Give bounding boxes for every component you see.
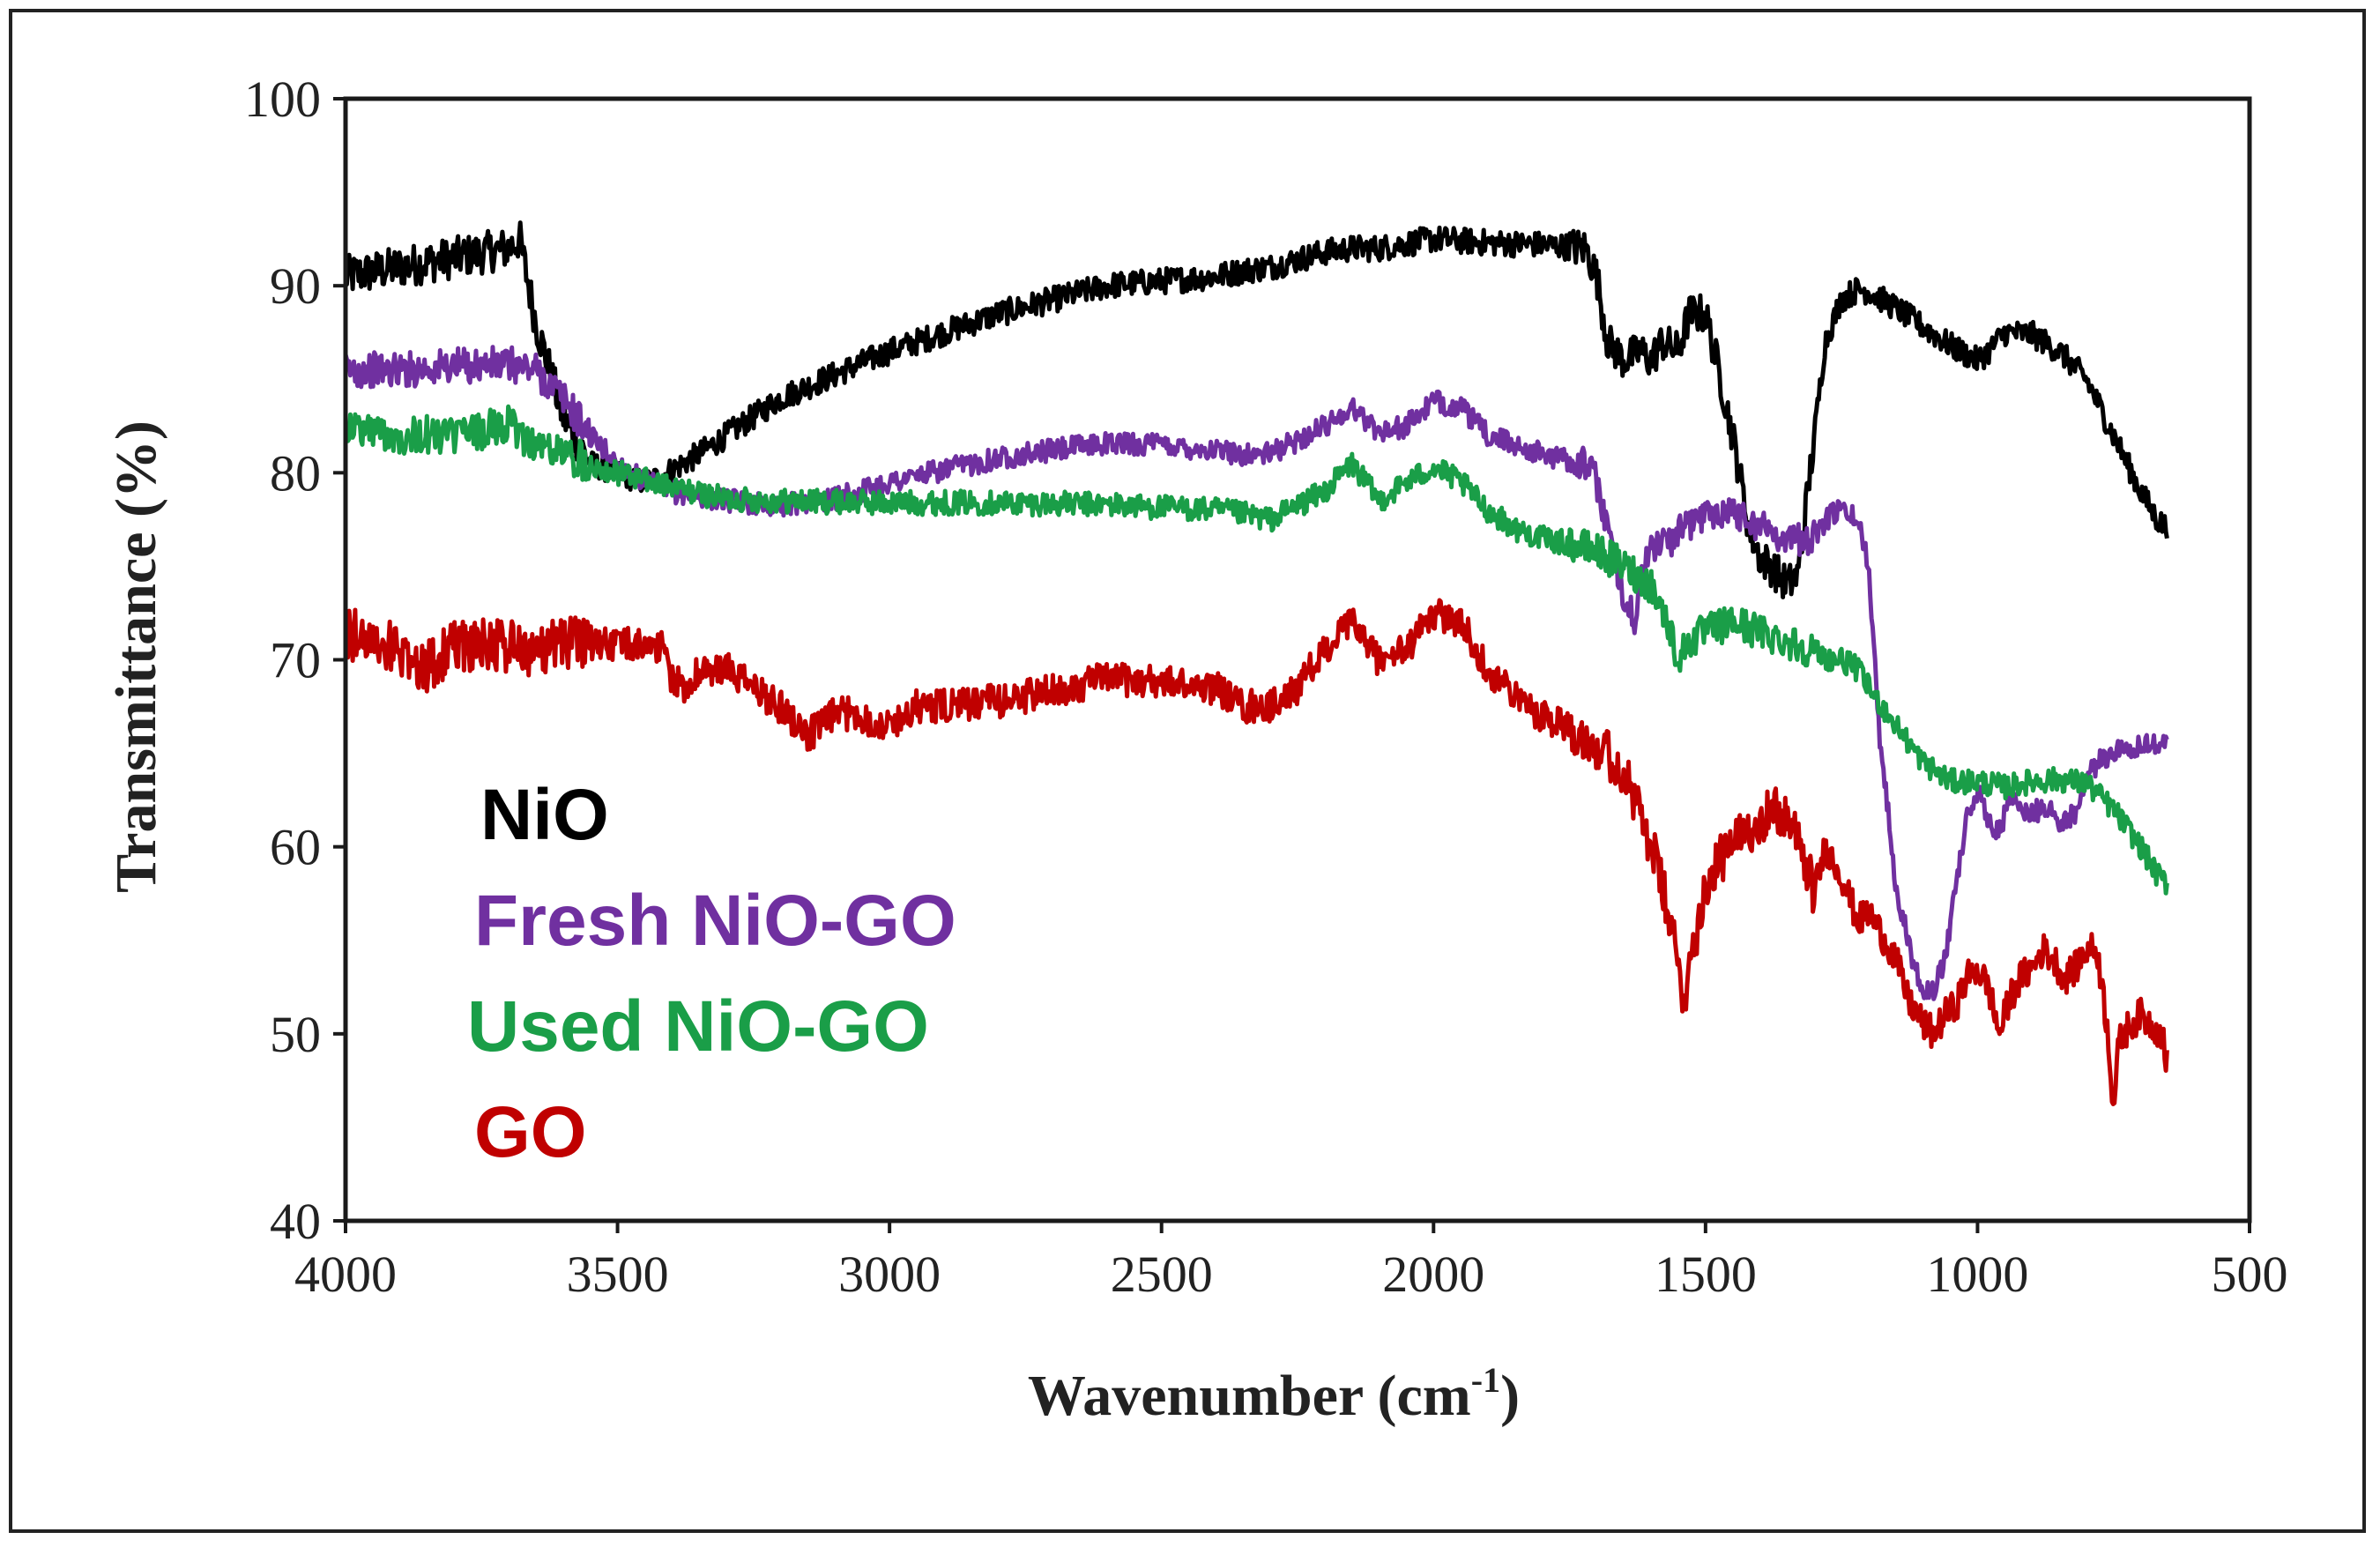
x-axis-title-superscript: -1 xyxy=(1471,1360,1500,1400)
x-tick-label: 4000 xyxy=(294,1246,397,1303)
y-tick-label: 50 xyxy=(270,1006,321,1063)
series-line-nio xyxy=(343,220,2169,599)
legend-label-nio: NiO xyxy=(480,775,609,855)
y-tick-label: 60 xyxy=(270,819,321,876)
series-layer xyxy=(343,220,2169,1106)
x-tick-label: 1500 xyxy=(1655,1246,1757,1303)
y-axis: 40 50 60 70 80 90 100 xyxy=(244,71,346,1250)
series-line-used-nio-go xyxy=(343,404,2169,896)
legend-label-used-nio-go: Used NiO-GO xyxy=(467,986,929,1067)
x-tick-label: 2000 xyxy=(1382,1246,1484,1303)
x-axis-title-main: Wavenumber (cm xyxy=(1028,1364,1471,1428)
y-tick-label: 80 xyxy=(270,444,321,502)
y-tick-label: 70 xyxy=(270,632,321,689)
series-line-go xyxy=(343,598,2169,1106)
y-axis-title: Transmittance (%) xyxy=(104,420,168,893)
x-tick-label: 2500 xyxy=(1111,1246,1213,1303)
x-tick-label: 500 xyxy=(2212,1246,2288,1303)
legend-label-go: GO xyxy=(474,1092,587,1172)
x-axis: 4000 3500 3000 2500 2000 1500 1000 500 xyxy=(294,1221,2288,1303)
y-tick-label: 90 xyxy=(270,257,321,315)
legend: NiO Fresh NiO-GO Used NiO-GO GO xyxy=(467,775,956,1172)
x-tick-label: 3500 xyxy=(567,1246,669,1303)
y-tick-label: 100 xyxy=(244,71,321,128)
x-axis-title-close: ) xyxy=(1500,1364,1520,1428)
legend-label-fresh-nio-go: Fresh NiO-GO xyxy=(474,881,956,961)
y-tick-label: 40 xyxy=(270,1193,321,1250)
x-tick-label: 1000 xyxy=(1926,1246,2028,1303)
x-tick-label: 3000 xyxy=(838,1246,941,1303)
x-axis-title: Wavenumber (cm-1) xyxy=(1028,1360,1520,1428)
